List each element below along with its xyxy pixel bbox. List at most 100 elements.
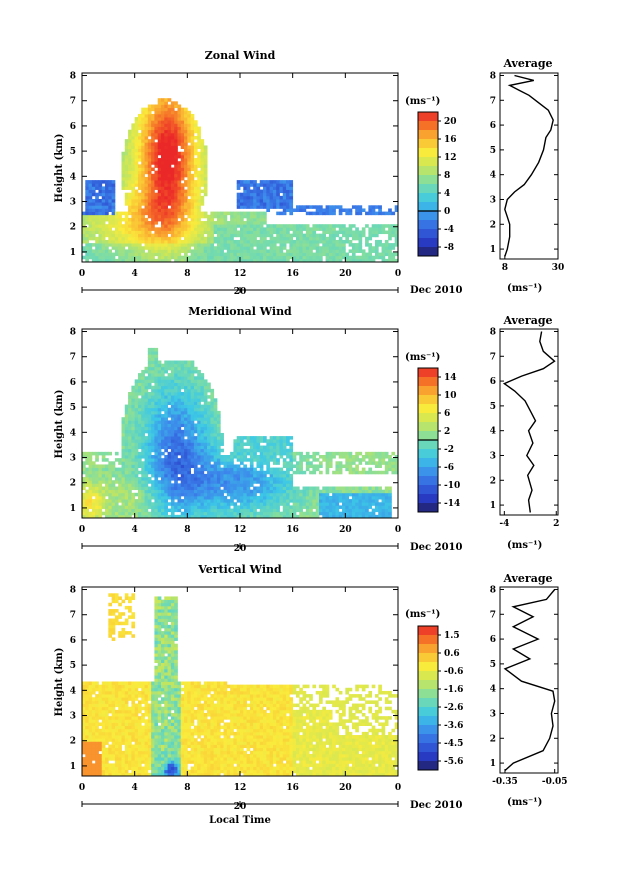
heatmap-cell (151, 217, 155, 222)
heatmap-cell (325, 255, 330, 260)
heatmap-cell (312, 502, 317, 506)
heatmap-cell (131, 429, 136, 434)
heatmap-cell (282, 486, 287, 491)
heatmap-cell (253, 255, 257, 260)
heatmap-cell (223, 224, 228, 228)
heatmap-cell (161, 417, 165, 421)
heatmap-cell (230, 227, 234, 231)
heatmap-cell (118, 258, 122, 263)
heatmap-cell (164, 401, 168, 405)
heatmap-cell (272, 189, 277, 194)
heatmap-cell (200, 139, 205, 143)
heatmap-cell (114, 467, 119, 472)
heatmap-cell (128, 436, 132, 440)
heatmap-cell (174, 388, 178, 393)
heatmap-cell (147, 486, 152, 491)
heatmap-cell (332, 227, 336, 231)
heatmap-cell (131, 398, 136, 402)
heatmap-cell (220, 502, 224, 506)
heatmap-cell (157, 202, 162, 206)
heatmap-cell (187, 385, 192, 390)
heatmap-cell (203, 439, 208, 443)
heatmap-cell (180, 480, 185, 484)
heatmap-cell (203, 173, 208, 178)
heatmap-cell (319, 455, 323, 459)
heatmap-cell (141, 369, 145, 374)
heatmap-cell (243, 239, 247, 244)
heatmap-cell (98, 495, 103, 500)
heatmap-cell (85, 214, 89, 219)
heatmap-cell (210, 221, 215, 225)
heatmap-cell (240, 211, 244, 216)
heatmap-cell (121, 249, 126, 253)
heatmap-cell (170, 505, 175, 509)
heatmap-cell (174, 426, 178, 431)
heatmap-cell (95, 255, 99, 260)
heatmap-cell (108, 214, 113, 219)
heatmap-cell (223, 233, 228, 238)
heatmap-cell (355, 227, 359, 231)
heatmap-cell (121, 246, 126, 250)
heatmap-cell (190, 176, 195, 181)
heatmap-cell (177, 104, 182, 109)
heatmap-cell (197, 385, 201, 390)
heatmap-cell (216, 423, 221, 428)
heatmap-cell (374, 246, 379, 250)
heatmap-cell (177, 239, 182, 244)
heatmap-cell (355, 499, 359, 503)
heatmap-cell (154, 183, 159, 187)
heatmap-cell (210, 243, 215, 247)
heatmap-cell (164, 455, 168, 459)
heatmap-cell (108, 233, 113, 238)
heatmap-cell (243, 458, 247, 462)
heatmap-cell (180, 432, 185, 437)
heatmap-cell (197, 243, 201, 247)
heatmap-cell (144, 483, 149, 487)
heatmap-cell (190, 366, 195, 371)
heatmap-cell (170, 392, 175, 396)
heatmap-cell (253, 445, 257, 450)
heatmap-cell (197, 205, 201, 209)
heatmap-cell (345, 514, 350, 519)
heatmap-cell (249, 451, 254, 456)
heatmap-cell (207, 410, 211, 415)
heatmap-cell (233, 211, 238, 216)
heatmap-cell (154, 486, 159, 491)
heatmap-cell (368, 514, 373, 519)
heatmap-cell (157, 183, 162, 187)
heatmap-cell (187, 467, 192, 472)
heatmap-cell (174, 101, 178, 105)
heatmap-cell (124, 492, 129, 497)
heatmap-cell (82, 221, 86, 225)
heatmap-cell (302, 255, 307, 260)
heatmap-cell (335, 255, 340, 260)
heatmap-cell (197, 455, 201, 459)
heatmap-cell (207, 426, 211, 431)
heatmap-cell (332, 511, 336, 516)
heatmap-cell (105, 224, 109, 228)
heatmap-cell (157, 230, 162, 235)
heatmap-cell (328, 508, 333, 513)
heatmap-cell (253, 217, 257, 222)
heatmap-cell (85, 505, 89, 509)
heatmap-cell (177, 436, 182, 440)
heatmap-cell (295, 246, 300, 250)
heatmap-cell (203, 183, 208, 187)
heatmap-cell (203, 423, 208, 428)
heatmap-cell (210, 230, 215, 235)
heatmap-cell (124, 148, 129, 153)
heatmap-cell (118, 239, 122, 244)
heatmap-cell (131, 195, 136, 200)
heatmap-cell (253, 211, 257, 216)
heatmap-cell (263, 439, 267, 443)
heatmap-cell (200, 404, 205, 409)
heatmap-cell (151, 161, 155, 165)
heatmap-cell (151, 369, 155, 374)
heatmap-cell (335, 258, 340, 263)
heatmap-cell (124, 151, 129, 156)
heatmap-cell (180, 230, 185, 235)
heatmap-cell (371, 492, 376, 497)
heatmap-cell (105, 458, 109, 462)
heatmap-cell (151, 357, 155, 361)
